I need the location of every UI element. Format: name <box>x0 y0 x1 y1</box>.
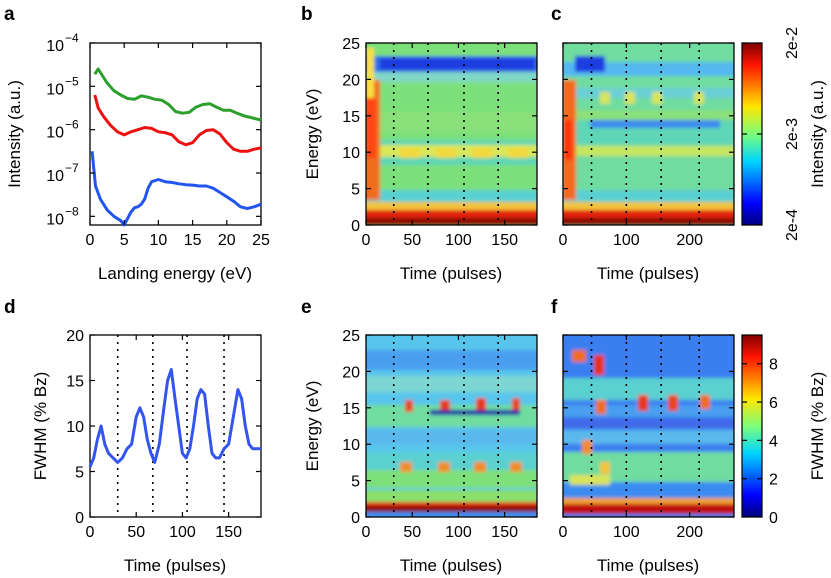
panel-e-ytick-label: 20 <box>342 364 360 381</box>
panel-b-ytick-label: 20 <box>342 72 360 89</box>
panel-a-ylabel: Intensity (a.u.) <box>5 80 24 188</box>
colorbar-fwhm-tick-label: 6 <box>769 395 778 412</box>
colorbar-fwhm-tick-label: 8 <box>769 357 778 374</box>
panel-e-xlabel: Time (pulses) <box>400 556 502 575</box>
panel-a-xtick-label: 15 <box>184 232 202 249</box>
panel-f-xtick-label: 200 <box>676 524 703 541</box>
panel-e-ytick-label: 0 <box>351 510 360 527</box>
heatmap-c <box>563 43 734 225</box>
panel-a-ytick-exponent: −8 <box>65 204 79 218</box>
panel-d-xlabel: Time (pulses) <box>124 556 226 575</box>
colorbar-intensity-label: Intensity (a.u.) <box>808 80 827 188</box>
panel-c-xlabel: Time (pulses) <box>597 264 699 283</box>
panel-e-xtick-label: 50 <box>403 524 421 541</box>
panel-c-xtick-label: 100 <box>613 232 640 249</box>
colorbar-fwhm-tick-label: 0 <box>769 510 778 527</box>
panel-label-a: a <box>4 4 15 25</box>
panel-a-ytick-label: 10 <box>46 168 64 185</box>
panel-b-ytick-label: 10 <box>342 145 360 162</box>
panel-e: 0 50 100 150 0 5 10 15 20 25 Time (pulses) Energ… <box>303 328 538 575</box>
panel-a-xtick-label: 5 <box>120 232 129 249</box>
panel-b-ytick-label: 25 <box>342 36 360 53</box>
panel-a-xtick-label: 20 <box>218 232 236 249</box>
panel-label-d: d <box>4 297 16 318</box>
panel-label-f: f <box>551 297 558 318</box>
panel-e-ytick-label: 15 <box>342 401 360 418</box>
panel-d-ytick-label: 20 <box>66 328 84 345</box>
panel-a-ytick-exponent: −4 <box>65 31 79 45</box>
panel-d-xtick-label: 150 <box>215 524 242 541</box>
panel-a-xtick-label: 0 <box>86 232 95 249</box>
panel-d-xtick-label: 0 <box>86 524 95 541</box>
panel-d-ytick-label: 0 <box>75 510 84 527</box>
panel-b-xtick-label: 150 <box>491 232 518 249</box>
panel-c: 0 100 200 Time (pulses) <box>559 42 735 283</box>
fwhm-line <box>88 368 261 468</box>
panel-b-ytick-label: 15 <box>342 109 360 126</box>
panel-a-xtick-label: 25 <box>252 232 270 249</box>
panel-e-ylabel: Energy (eV) <box>303 381 322 472</box>
panel-e-ytick-label: 5 <box>351 474 360 491</box>
colorbar-fwhm-tick-label: 2 <box>769 472 778 489</box>
panel-label-c: c <box>551 4 562 25</box>
panel-f-xtick-label: 100 <box>613 524 640 541</box>
panel-a-ytick-label: 10 <box>46 38 64 55</box>
panel-c-xtick-label: 200 <box>676 232 703 249</box>
panel-label-b: b <box>301 4 313 25</box>
panel-b-xtick-label: 50 <box>403 232 421 249</box>
panel-a-xlabel: Landing energy (eV) <box>98 264 252 283</box>
panel-e-ytick-label: 10 <box>342 437 360 454</box>
panel-b-ytick-label: 0 <box>351 218 360 235</box>
panel-b: 0 50 100 150 0 5 10 15 20 25 Time (pulses) Energ… <box>303 36 538 283</box>
panel-b-ylabel: Energy (eV) <box>303 89 322 180</box>
panel-e-ytick-label: 25 <box>342 328 360 345</box>
heatmap-b <box>366 43 537 225</box>
panel-a-ytick-exponent: −5 <box>65 74 79 88</box>
panel-d: 0 50 100 150 0 5 10 15 20 Time (pulses) FWHM (%… <box>31 328 262 575</box>
colorbar-fwhm-label: FWHM (% Bz) <box>808 372 827 481</box>
panel-label-e: e <box>301 297 312 318</box>
panel-a-ytick-exponent: −6 <box>65 118 79 132</box>
panel-d-ytick-label: 5 <box>75 465 84 482</box>
panel-d-ytick-label: 15 <box>66 374 84 391</box>
panel-a-ytick-label: 10 <box>46 211 64 228</box>
panel-d-xtick-label: 50 <box>127 524 145 541</box>
panel-e-xtick-label: 100 <box>445 524 472 541</box>
panel-e-xtick-label: 0 <box>362 524 371 541</box>
colorbar-intensity: 2e-2 2e-3 2e-4 Intensity (a.u.) <box>741 27 827 241</box>
colorbar-intensity-tick-label: 2e-2 <box>784 27 801 59</box>
panel-e-xtick-label: 150 <box>491 524 518 541</box>
heatmap-e <box>366 335 537 517</box>
colorbar-fwhm: 0 2 4 6 8 FWHM (% Bz) <box>741 334 827 527</box>
panel-f-xtick-label: 0 <box>559 524 568 541</box>
colorbar-intensity-tick-label: 2e-3 <box>784 118 801 150</box>
panel-a-ytick-exponent: −7 <box>65 161 79 175</box>
panel-a-ytick-label: 10 <box>46 125 64 142</box>
panel-f: 0 100 200 Time (pulses) <box>559 334 735 575</box>
panel-b-xtick-label: 0 <box>362 232 371 249</box>
panel-b-xtick-label: 100 <box>445 232 472 249</box>
series-red-line <box>93 94 262 153</box>
panel-d-xtick-label: 100 <box>169 524 196 541</box>
panel-a: 0 5 10 15 20 25 10−810−710−610−510−4 Landing … <box>5 31 270 283</box>
panel-a-xtick-label: 10 <box>150 232 168 249</box>
series-green-line <box>93 67 262 122</box>
panel-c-xtick-label: 0 <box>559 232 568 249</box>
panel-a-ytick-label: 10 <box>46 81 64 98</box>
series-blue-line <box>90 151 262 227</box>
panel-b-ytick-label: 5 <box>351 182 360 199</box>
colorbar-fwhm-tick-label: 4 <box>769 433 778 450</box>
panel-d-ylabel: FWHM (% Bz) <box>31 372 50 481</box>
panel-f-xlabel: Time (pulses) <box>597 556 699 575</box>
heatmap-f <box>563 335 734 517</box>
colorbar-intensity-tick-label: 2e-4 <box>784 209 801 241</box>
panel-d-ytick-label: 10 <box>66 419 84 436</box>
panel-b-xlabel: Time (pulses) <box>400 264 502 283</box>
